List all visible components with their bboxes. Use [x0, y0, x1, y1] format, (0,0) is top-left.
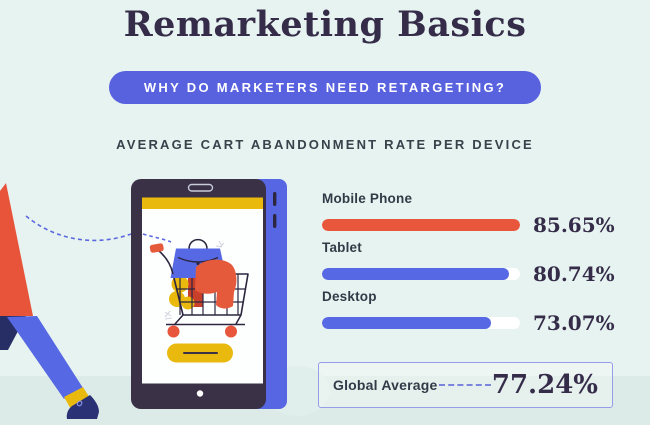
bar-track: [322, 218, 520, 232]
cart-handle: [158, 250, 174, 275]
shopping-cart-illustration: [149, 238, 249, 338]
bar-value: 85.65%: [533, 213, 615, 237]
dashed-path-outer: [25, 215, 132, 242]
page-title: Remarketing Basics: [123, 4, 527, 45]
sparkle-icon: [215, 240, 225, 248]
shoelace-detail: [76, 400, 83, 407]
bag-dot-detail: [196, 261, 200, 266]
global-average-label: Global Average: [333, 377, 438, 393]
bar-track: [322, 316, 520, 330]
home-button-dot: [196, 390, 204, 397]
bar-label: Desktop: [322, 289, 377, 304]
person-leg-illustration: [0, 183, 99, 419]
bar-fill: [322, 267, 509, 281]
banner-label: WHY DO MARKETERS NEED RETARGETING?: [143, 80, 507, 95]
sparkle-icon: [164, 310, 173, 320]
bar-fill: [322, 218, 520, 232]
bar-row-desktop: Desktop 73.07%: [322, 289, 622, 335]
coat-shape: [0, 183, 33, 316]
volume-button-up: [273, 192, 277, 206]
bar-value: 73.07%: [533, 311, 615, 335]
global-average-value: 77.24%: [491, 370, 598, 400]
bar-label: Tablet: [322, 240, 362, 255]
global-average-box: Global Average 77.24%: [318, 362, 613, 408]
chart-title: AVERAGE CART ABANDONMENT RATE PER DEVICE: [116, 137, 534, 152]
bar-track: [322, 267, 520, 281]
bar-row-mobile: Mobile Phone 85.65%: [322, 191, 622, 237]
yellow-item: [181, 296, 195, 310]
volume-button-down: [273, 214, 277, 228]
phone-speaker-icon: [187, 183, 214, 192]
sock-shape: [64, 387, 91, 411]
cart-wheel: [167, 325, 180, 338]
screen-header-bar: [142, 197, 263, 209]
bag-handle: [188, 238, 208, 250]
shoe-shape: [66, 395, 99, 419]
cloth-item: [195, 259, 237, 309]
dashed-path-inner: [142, 233, 172, 243]
bar-row-tablet: Tablet 80.74%: [322, 240, 622, 286]
dashed-divider: [438, 384, 491, 386]
bar-fill: [322, 316, 491, 330]
cart-wheel: [225, 325, 237, 338]
bar-label: Mobile Phone: [322, 191, 413, 206]
yellow-item: [169, 291, 185, 307]
cart-chassis: [166, 314, 245, 326]
leg-shape: [7, 316, 83, 399]
phone-illustration: [131, 179, 287, 409]
bar-value: 80.74%: [533, 262, 615, 286]
banner-pill: WHY DO MARKETERS NEED RETARGETING?: [109, 71, 541, 104]
cart-handle-grip: [149, 243, 164, 253]
